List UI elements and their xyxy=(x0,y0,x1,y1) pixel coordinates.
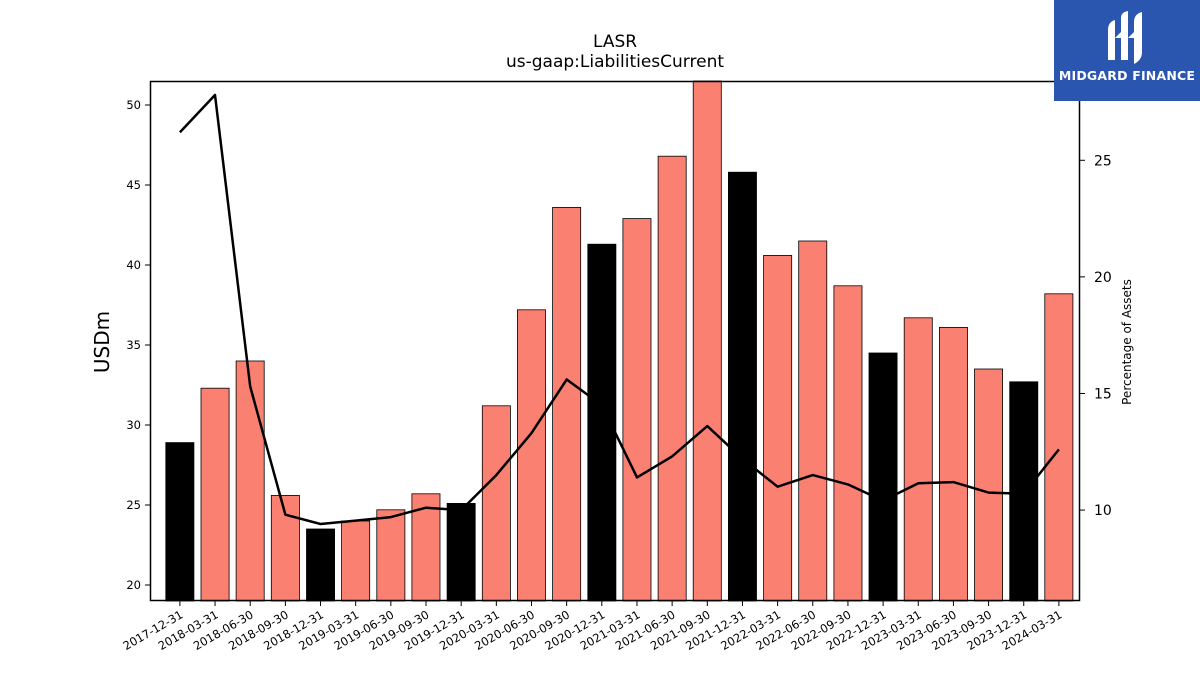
bar-2021-09-30 xyxy=(692,80,722,602)
bar-2022-03-31 xyxy=(763,254,793,602)
bar-2019-09-30 xyxy=(411,493,441,602)
bar-2020-09-30 xyxy=(552,206,582,602)
midgard-logo-icon xyxy=(1108,11,1142,64)
bar-2019-12-31 xyxy=(446,502,476,602)
bar-2021-06-30 xyxy=(657,155,687,602)
brand-logo: MIDGARD FINANCE xyxy=(1054,0,1200,101)
y-tick-label: 25 xyxy=(126,498,141,512)
bar-2019-06-30 xyxy=(376,509,406,602)
percentage-of-assets-line xyxy=(178,93,1060,526)
y2-tick-label: 10 xyxy=(1094,503,1112,519)
y2-axis-label: Percentage of Assets xyxy=(1120,279,1134,405)
bar-2017-12-31 xyxy=(165,442,195,602)
plot-frame xyxy=(149,80,1081,602)
y2-tick-label: 20 xyxy=(1094,270,1112,286)
y-tick-label: 35 xyxy=(126,338,141,352)
y2-tick-label: 15 xyxy=(1094,386,1112,402)
y-tick-label: 20 xyxy=(126,578,141,592)
bar-2018-12-31 xyxy=(306,528,336,602)
bar-2023-12-31 xyxy=(1009,381,1039,602)
right-axis-ticks: 10 15 20 25 xyxy=(1080,153,1112,519)
bar-2024-03-31 xyxy=(1044,293,1074,602)
y2-tick-label: 25 xyxy=(1094,153,1112,169)
y-tick-label: 30 xyxy=(126,418,141,432)
bar-2021-03-31 xyxy=(622,218,652,602)
bar-2021-12-31 xyxy=(728,171,757,602)
bar-2022-09-30 xyxy=(833,285,863,602)
bar-2023-06-30 xyxy=(939,326,968,602)
x-axis-ticks: 2017-12-312018-03-312018-06-302018-09-30… xyxy=(120,601,1064,653)
brand-name: MIDGARD FINANCE xyxy=(1058,68,1196,83)
bar-2020-06-30 xyxy=(517,309,546,602)
bar-series xyxy=(165,80,1074,602)
left-axis-ticks: 20 25 30 35 40 45 50 xyxy=(126,98,150,592)
bar-2022-12-31 xyxy=(868,352,898,602)
y-tick-label: 40 xyxy=(126,258,141,272)
bar-2018-03-31 xyxy=(200,387,230,602)
bar-2018-06-30 xyxy=(235,360,265,602)
bar-2023-09-30 xyxy=(974,368,1004,602)
bar-2023-03-31 xyxy=(903,317,933,602)
y-tick-label: 50 xyxy=(126,98,141,112)
percentage-line-series xyxy=(178,93,1060,526)
bar-2019-03-31 xyxy=(341,520,371,602)
y-tick-label: 45 xyxy=(126,178,141,192)
y-axis-label: USDm xyxy=(90,311,114,373)
chart-title: LASR xyxy=(592,32,638,52)
bar-2022-06-30 xyxy=(798,240,828,602)
bar-2020-03-31 xyxy=(481,405,511,602)
chart-subtitle: us-gaap:LiabilitiesCurrent xyxy=(505,52,725,72)
